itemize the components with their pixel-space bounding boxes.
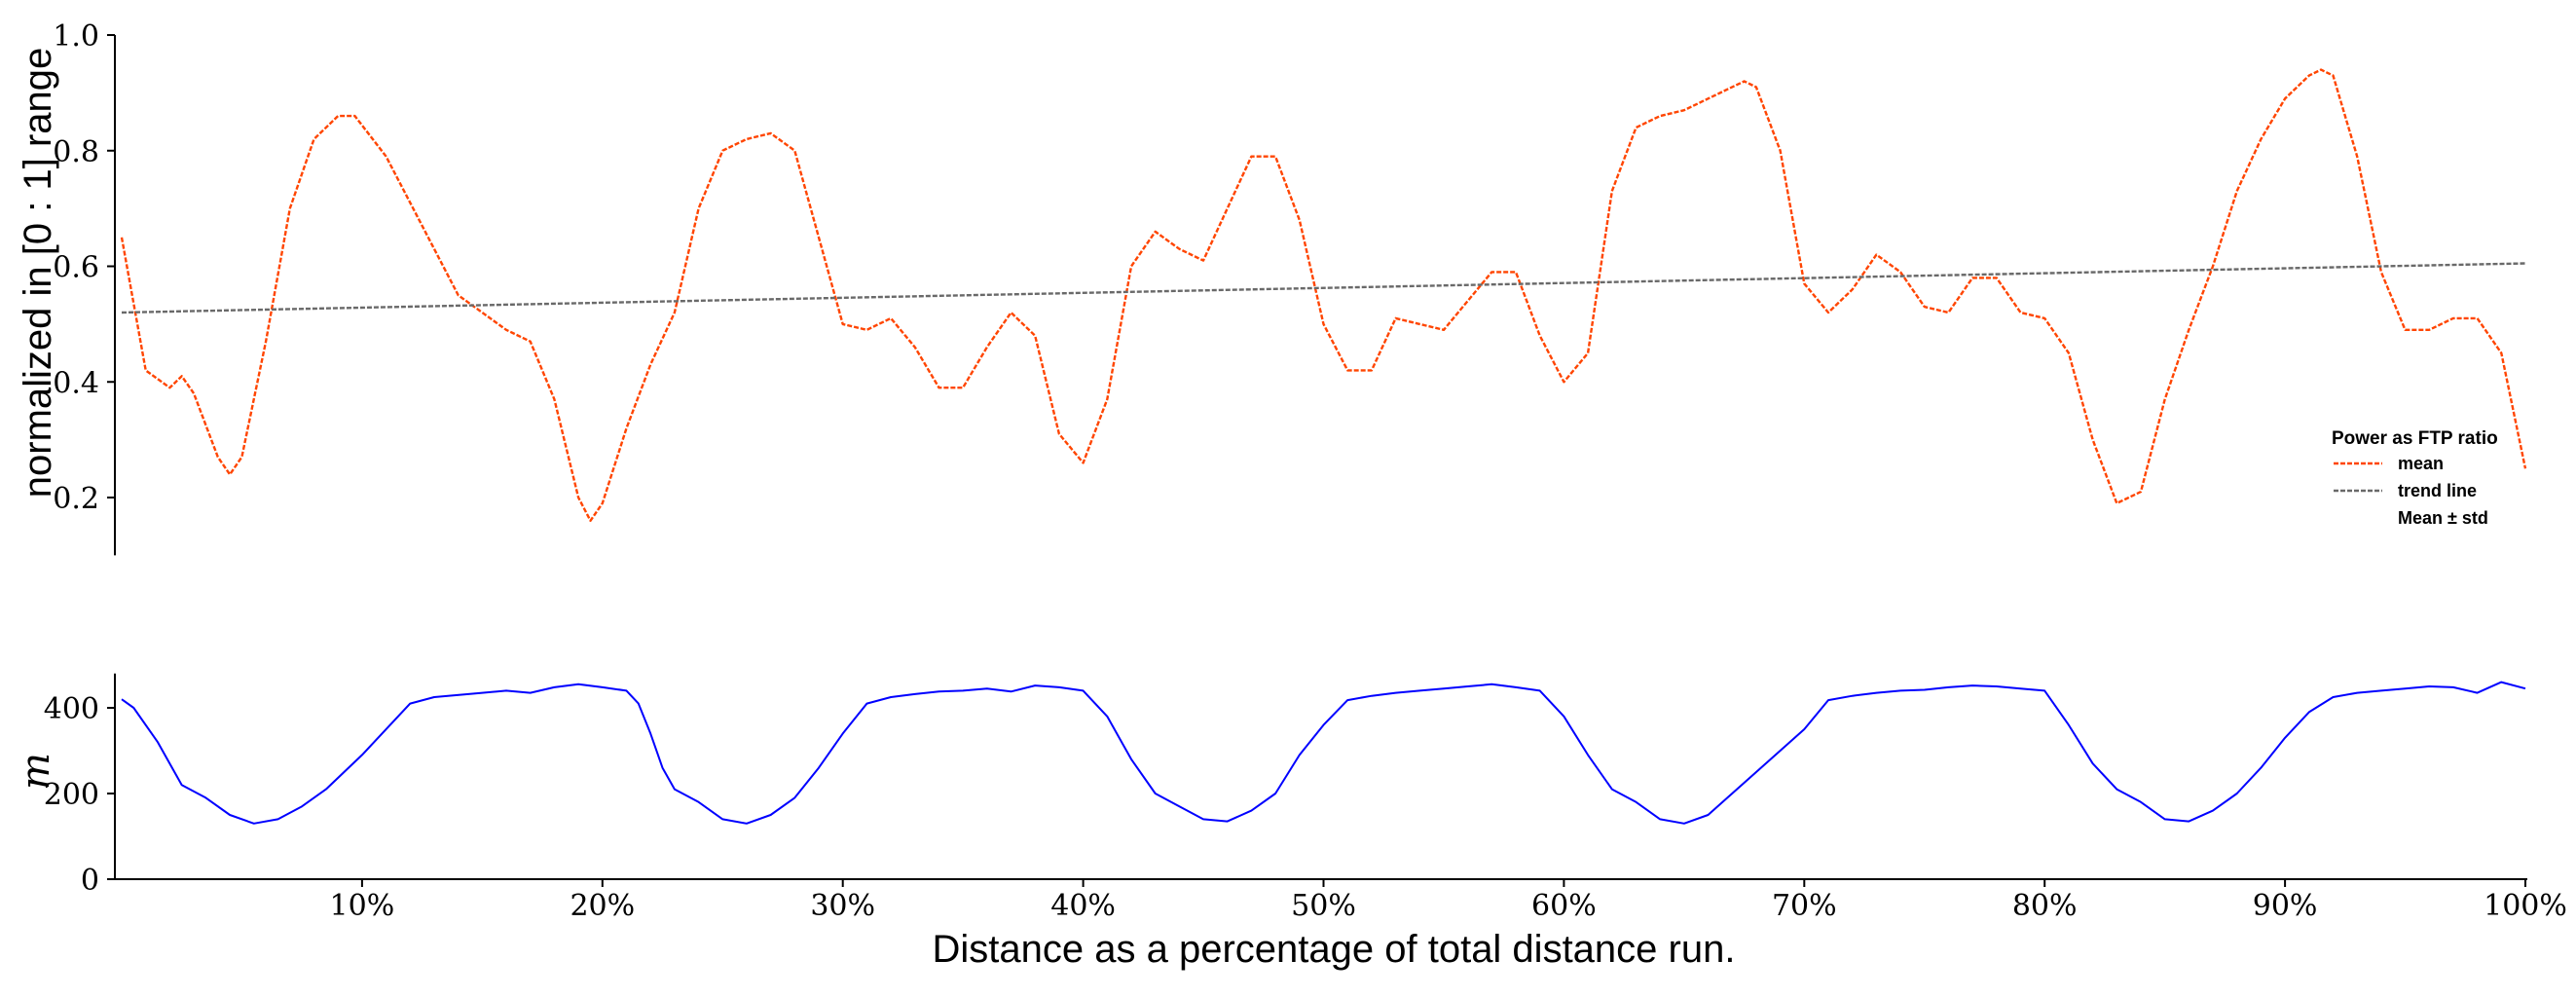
x-tick-label: 30% [810, 889, 875, 923]
bottom-y-axis-label: m [14, 753, 58, 790]
legend-entry: trend line [2398, 481, 2477, 500]
top-y-tick-label: 1.0 [53, 19, 99, 54]
series-line-trend-line [121, 262, 2526, 314]
x-axis-label: Distance as a percentage of total distan… [933, 928, 1736, 971]
x-tick-label: 100% [2484, 889, 2567, 923]
top-y-tick-label: 0.4 [53, 366, 99, 400]
top-y-axis-label: normalized in [0 : 1] range [17, 48, 59, 498]
legend: Power as FTP ratio mean trend line Mean ± … [2332, 428, 2498, 528]
bottom-y-tick-label: 400 [44, 692, 99, 726]
legend-entry: mean [2398, 454, 2444, 473]
x-tick-label: 20% [570, 889, 635, 923]
x-tick-label: 90% [2253, 889, 2318, 923]
bottom-y-tick-label: 200 [44, 778, 99, 812]
top-panel: 0.2 0.4 0.6 0.8 1.0 normalized in [0 : 1] ra… [17, 19, 2527, 556]
legend-title: Power as FTP ratio [2332, 428, 2498, 449]
top-y-tick-label: 0.2 [53, 482, 99, 516]
x-tick-label: 40% [1050, 889, 1116, 923]
top-y-tick-label: 0.8 [53, 135, 99, 169]
x-tick-label: 80% [2012, 889, 2078, 923]
x-tick-label: 50% [1291, 889, 1356, 923]
legend-entry: Mean ± std [2398, 508, 2488, 528]
x-tick-label: 10% [330, 889, 395, 923]
series-line-mean [120, 68, 2527, 522]
elevation-line [121, 681, 2526, 825]
x-tick-label: 60% [1531, 889, 1597, 923]
bottom-y-tick-label: 0 [81, 864, 99, 898]
x-tick-label: 70% [1772, 889, 1837, 923]
top-y-tick-label: 0.6 [53, 251, 99, 285]
